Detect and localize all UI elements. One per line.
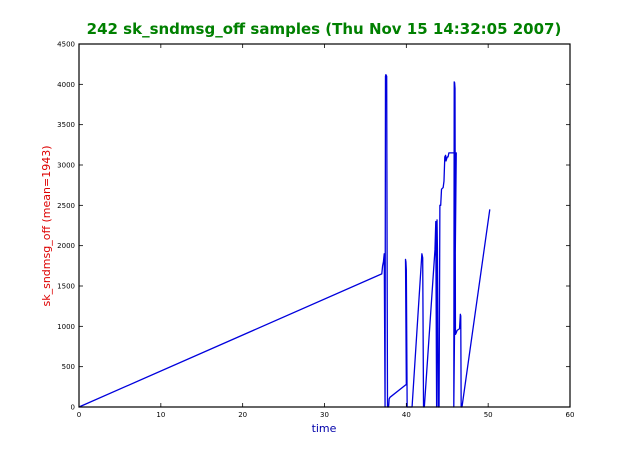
y-tick-label-8: 4000 — [57, 81, 75, 89]
y-tick-label-0: 0 — [71, 404, 75, 412]
x-axis: 0 10 20 30 40 50 60 — [77, 44, 575, 419]
y-tick-label-7: 3500 — [57, 121, 75, 129]
y-axis: 0 500 1000 1500 2000 2500 3000 3500 4000 4500 — [57, 41, 570, 412]
y-tick-label-5: 2500 — [57, 202, 75, 210]
y-tick-label-1: 500 — [62, 363, 75, 371]
x-tick-label-5: 50 — [484, 411, 493, 419]
plot-area — [78, 74, 491, 408]
x-tick-label-1: 10 — [156, 411, 165, 419]
y-tick-label-4: 2000 — [57, 242, 75, 250]
x-tick-label-3: 30 — [320, 411, 329, 419]
x-tick-label-4: 40 — [402, 411, 411, 419]
x-tick-label-6: 60 — [566, 411, 575, 419]
y-tick-label-6: 3000 — [57, 162, 75, 170]
chart-title: 242 sk_sndmsg_off samples (Thu Nov 15 14… — [87, 20, 562, 38]
series-line-0 — [78, 74, 491, 408]
y-tick-label-3: 1500 — [57, 283, 75, 291]
x-tick-label-0: 0 — [77, 411, 81, 419]
y-tick-label-9: 4500 — [57, 41, 75, 49]
y-tick-label-2: 1000 — [57, 323, 75, 331]
x-axis-label: time — [312, 422, 337, 435]
x-tick-label-2: 20 — [238, 411, 247, 419]
y-axis-label: sk_sndmsg_off (mean=1943) — [40, 145, 53, 306]
